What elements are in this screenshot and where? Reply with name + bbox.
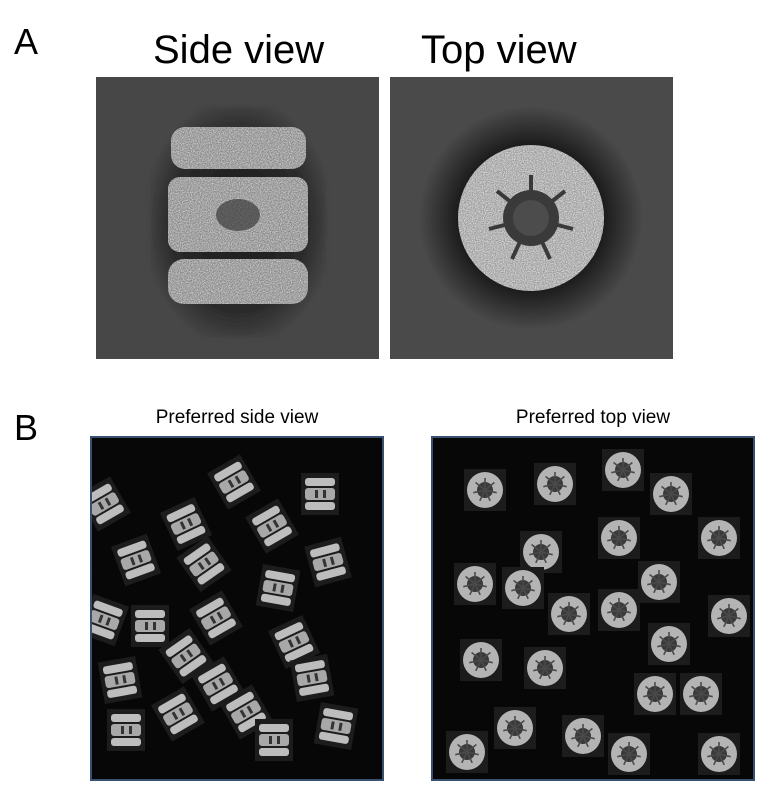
top-view-particle [698, 517, 740, 559]
side-view-particle [158, 627, 214, 685]
side-view-particle [189, 590, 243, 646]
top-view-particle [602, 449, 644, 491]
top-view-particle [562, 715, 604, 757]
side-view-particle [92, 593, 130, 647]
top-view-particle [534, 463, 576, 505]
preferred-top-view-field [431, 436, 755, 781]
side-view-particle [255, 564, 301, 612]
side-view-particle [255, 719, 293, 761]
top-view-particle [698, 733, 740, 775]
top-view-particle [460, 639, 502, 681]
side-view-particle [107, 709, 145, 751]
top-view-particle [598, 517, 640, 559]
top-view-particle [634, 673, 676, 715]
side-view-image [96, 77, 379, 359]
side-view-particle [207, 454, 261, 510]
top-view-particle [708, 595, 750, 637]
side-view-particle [289, 654, 335, 702]
top-view-particle [502, 567, 544, 609]
side-view-particle [97, 656, 143, 704]
side-view-particle [151, 686, 205, 742]
top-view-particle [524, 647, 566, 689]
top-view-particle [494, 707, 536, 749]
top-view-particle [598, 589, 640, 631]
side-view-particle [313, 702, 359, 750]
side-view-particle [110, 533, 162, 587]
preferred-top-view-title: Preferred top view [515, 407, 671, 428]
top-view-particle [608, 733, 650, 775]
top-view-particle [548, 593, 590, 635]
side-view-particle [304, 536, 352, 588]
side-view-particle [176, 535, 232, 593]
top-view-particle [650, 473, 692, 515]
side-view-title: Side view [153, 28, 325, 72]
preferred-side-view-field [90, 436, 384, 781]
side-view-particle [301, 473, 339, 515]
panel-b-label: B [14, 407, 39, 448]
top-view-image [390, 77, 673, 359]
preferred-side-view-title: Preferred side view [155, 407, 319, 428]
panel-a-label: A [14, 21, 39, 62]
side-view-particle [245, 498, 299, 554]
top-view-particle [520, 531, 562, 573]
side-view-particle [159, 496, 213, 552]
top-view-particle [454, 563, 496, 605]
top-view-particle [680, 673, 722, 715]
top-view-particle [638, 561, 680, 603]
top-view-title: Top view [421, 28, 577, 72]
top-view-particle [446, 731, 488, 773]
side-view-particle [131, 605, 169, 647]
side-view-particle [92, 476, 131, 532]
top-view-particle [464, 469, 506, 511]
top-view-particle [648, 623, 690, 665]
side-view-particle [267, 614, 321, 670]
